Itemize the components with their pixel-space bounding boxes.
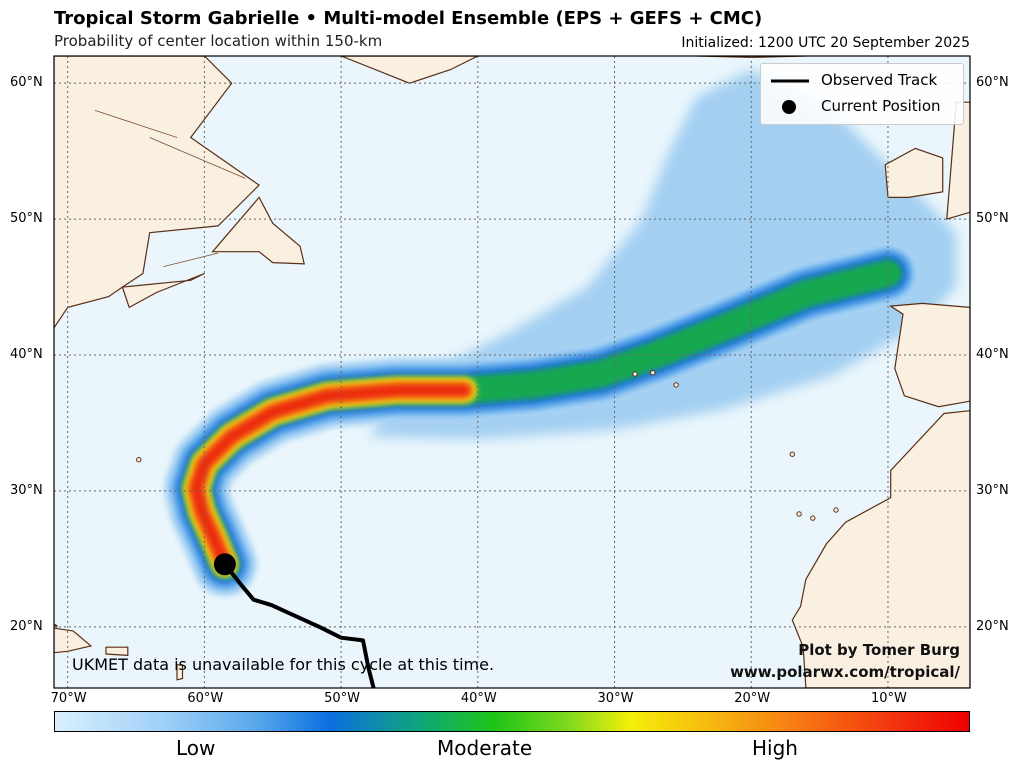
track-line-icon: [771, 79, 809, 83]
border-line-1: [149, 137, 246, 179]
island-canary-2: [833, 507, 839, 513]
legend-position-label: Current Position: [821, 97, 941, 115]
lat-label-left: 50°N: [10, 211, 43, 227]
lon-label: 10°W: [870, 691, 907, 706]
swath-fan-low: [368, 69, 957, 440]
island-azores-1: [632, 371, 638, 377]
gridlines: [54, 56, 970, 688]
border-line-0: [163, 252, 219, 268]
lat-label-right: 60°N: [976, 75, 1009, 91]
lat-label-right: 30°N: [976, 482, 1009, 498]
land-greenland-tip: [340, 56, 479, 84]
map-subtitle: Probability of center location within 15…: [54, 32, 383, 50]
lon-label: 30°W: [597, 691, 634, 706]
credit-author: Plot by Tomer Burg: [798, 641, 960, 659]
colorbar-high-label: High: [752, 736, 798, 760]
island-bermuda: [136, 457, 142, 463]
probability-swath: [164, 69, 957, 597]
probability-colorbar: [54, 711, 970, 732]
lat-label-right: 50°N: [976, 211, 1009, 227]
lat-label-left: 40°N: [10, 347, 43, 362]
observed-track-line: [223, 563, 376, 688]
map-legend: Observed Track Current Position: [760, 63, 964, 125]
lat-label-left: 30°N: [10, 482, 43, 498]
lat-label-left: 20°N: [10, 618, 43, 634]
initialized-time: Initialized: 1200 UTC 20 September 2025: [681, 35, 970, 51]
map-title: Tropical Storm Gabrielle • Multi-model E…: [54, 8, 763, 29]
lon-label: 20°W: [734, 691, 771, 706]
border-line-2: [94, 109, 178, 138]
island-madeira: [789, 451, 795, 457]
credit-url: www.polarwx.com/tropical/: [730, 663, 960, 681]
swath-core-red: [190, 384, 471, 571]
observed-track: [213, 553, 376, 688]
lat-label-right: 40°N: [976, 347, 1009, 362]
lat-label-left: 60°N: [10, 75, 43, 91]
land-leeward: [176, 664, 184, 681]
colorbar-moderate-label: Moderate: [437, 736, 533, 760]
land-ireland: [884, 147, 944, 198]
legend-track-label: Observed Track: [821, 71, 938, 89]
landmasses: [54, 56, 970, 688]
map-frame: [53, 55, 971, 689]
land-uk: [946, 101, 970, 220]
island-azores-2: [650, 370, 656, 376]
ukmet-note: UKMET data is unavailable for this cycle…: [72, 655, 495, 674]
current-position-marker: [213, 553, 236, 576]
land-puerto-rico: [105, 646, 129, 657]
colorbar-low-label: Low: [176, 736, 216, 760]
lon-label: 50°W: [324, 691, 360, 706]
land-nova-scotia: [121, 272, 205, 309]
island-canary-1: [810, 515, 816, 521]
lon-label: 60°W: [187, 691, 224, 706]
lon-label: 70°W: [50, 691, 87, 706]
land-africa: [791, 410, 970, 688]
lon-label: 40°W: [460, 691, 497, 706]
legend-row-position: Current Position: [761, 94, 963, 120]
position-dot-icon: [782, 100, 796, 114]
island-azores-3: [673, 382, 679, 388]
land-hispaniola: [54, 627, 93, 654]
island-canary-3: [796, 511, 802, 517]
legend-row-track: Observed Track: [761, 68, 963, 94]
land-newfoundland: [211, 196, 305, 265]
land-cuba-edge: [54, 623, 58, 629]
lat-label-right: 20°N: [976, 618, 1009, 634]
